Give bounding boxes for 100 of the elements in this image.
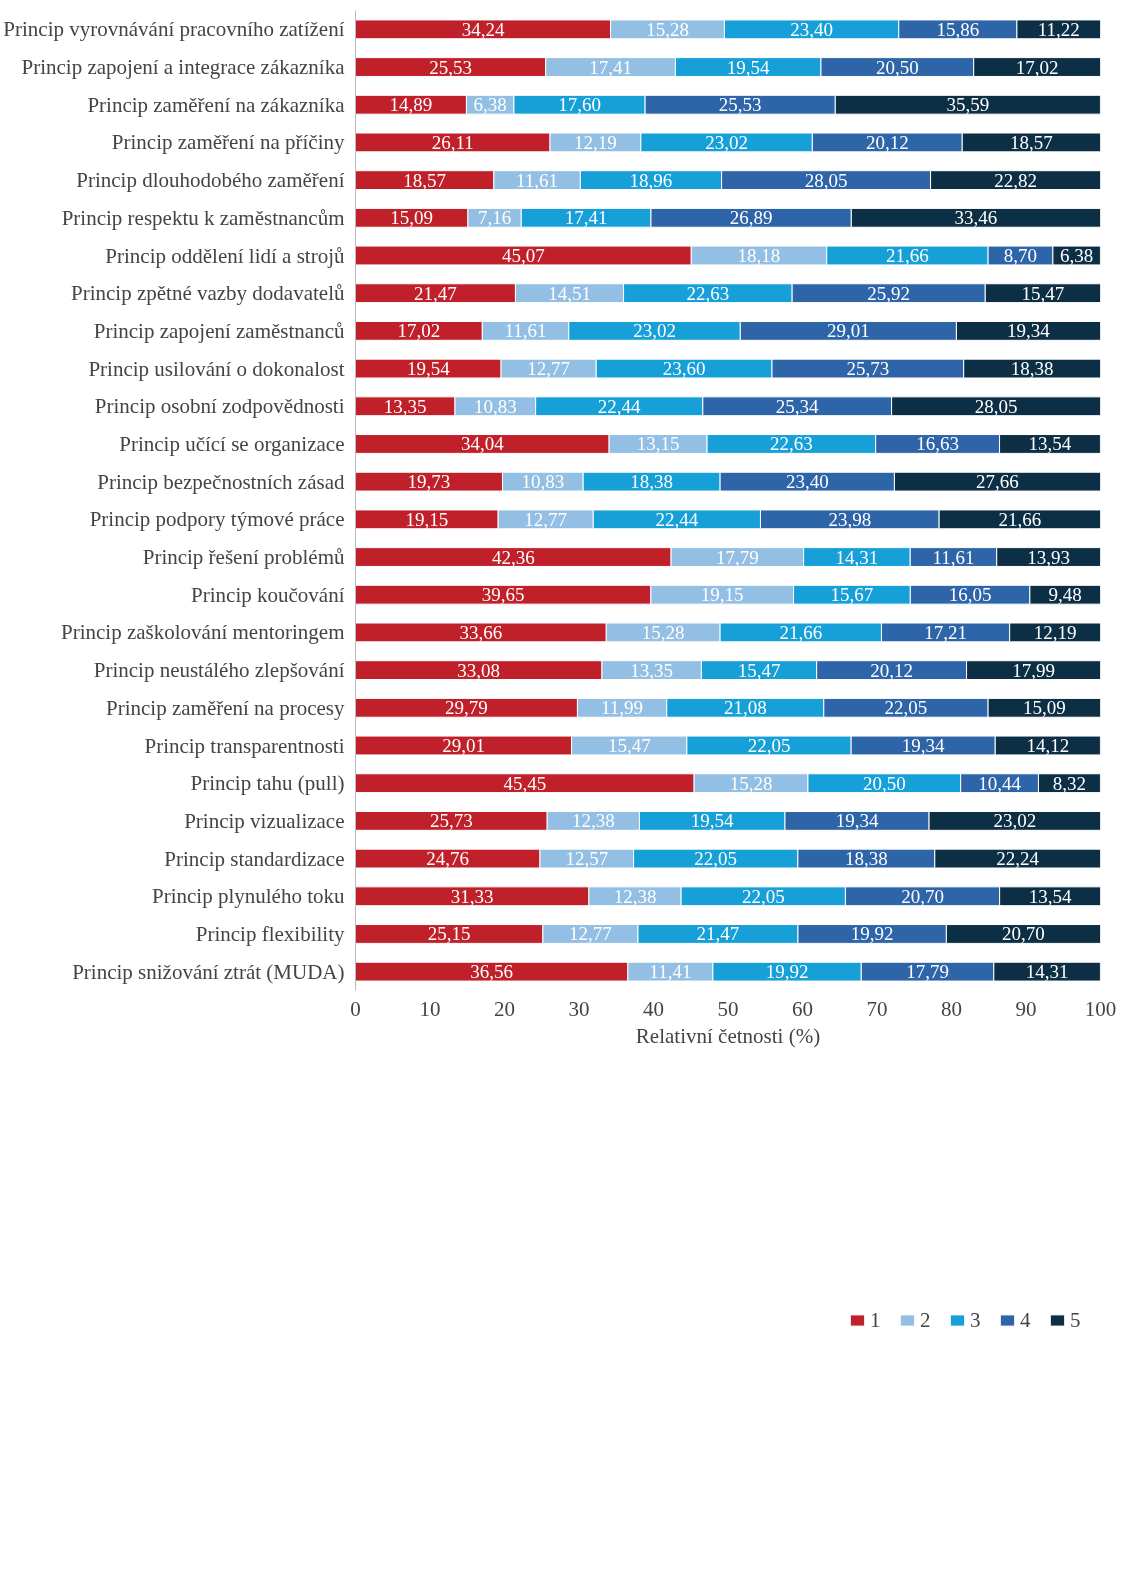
y-tick-label: Princip usilování o dokonalost bbox=[88, 356, 345, 381]
data-label: 19,92 bbox=[765, 961, 809, 983]
data-label: 19,34 bbox=[1007, 320, 1051, 342]
data-label: 22,05 bbox=[747, 735, 791, 756]
data-label: 20,70 bbox=[901, 885, 944, 907]
data-label: 35,59 bbox=[946, 94, 990, 116]
data-label: 23,40 bbox=[790, 18, 833, 40]
data-label: 21,66 bbox=[886, 245, 929, 266]
y-tick-label: Princip neustálého zlepšování bbox=[93, 658, 345, 683]
data-label: 13,54 bbox=[1028, 885, 1072, 907]
data-label: 15,09 bbox=[390, 207, 434, 229]
data-label: 14,31 bbox=[1025, 961, 1069, 983]
data-label: 22,44 bbox=[597, 395, 642, 417]
data-label: 18,38 bbox=[1010, 358, 1054, 380]
data-label: 20,70 bbox=[1002, 923, 1045, 945]
data-label: 12,77 bbox=[569, 923, 612, 945]
data-label: 10,83 bbox=[473, 395, 517, 417]
data-label: 23,02 bbox=[633, 320, 676, 342]
data-label: 10,44 bbox=[978, 772, 1022, 794]
data-label: 34,24 bbox=[461, 18, 505, 40]
data-label: 22,82 bbox=[994, 169, 1037, 191]
data-label: 23,40 bbox=[785, 471, 829, 493]
data-label: 17,79 bbox=[715, 546, 759, 568]
data-label: 12,19 bbox=[574, 131, 617, 153]
data-label: 22,63 bbox=[769, 433, 813, 455]
y-tick-label: Princip zapojení a integrace zákazníka bbox=[21, 55, 346, 80]
data-label: 22,05 bbox=[884, 697, 928, 719]
data-label: 39,65 bbox=[481, 584, 525, 606]
y-tick-label: Princip vizualizace bbox=[184, 808, 345, 833]
data-label: 15,47 bbox=[607, 735, 651, 756]
x-tick-label: 40 bbox=[643, 996, 664, 1021]
y-tick-label: Princip zpětné vazby dodavatelů bbox=[71, 281, 345, 306]
data-label: 17,41 bbox=[589, 56, 632, 78]
y-tick-label: Princip zaměření na procesy bbox=[106, 695, 345, 720]
data-label: 11,22 bbox=[1037, 18, 1080, 40]
data-label: 15,47 bbox=[1021, 282, 1065, 304]
data-label: 11,99 bbox=[601, 697, 644, 719]
data-label: 12,38 bbox=[613, 885, 657, 907]
data-label: 45,07 bbox=[502, 245, 545, 266]
x-tick-label: 10 bbox=[419, 996, 441, 1021]
data-label: 17,41 bbox=[564, 207, 608, 229]
data-label: 14,12 bbox=[1026, 735, 1070, 756]
data-label: 14,31 bbox=[835, 546, 879, 568]
data-label: 7,16 bbox=[477, 207, 512, 229]
data-label: 19,15 bbox=[405, 508, 449, 530]
data-label: 9,48 bbox=[1048, 584, 1082, 606]
data-label: 15,67 bbox=[830, 584, 874, 606]
data-label: 23,02 bbox=[705, 131, 748, 153]
y-tick-label: Princip respektu k zaměstnancům bbox=[61, 205, 345, 230]
data-label: 22,63 bbox=[686, 282, 730, 304]
data-label: 17,99 bbox=[1012, 659, 1055, 681]
data-label: 26,89 bbox=[729, 207, 773, 229]
data-label: 12,77 bbox=[527, 358, 571, 380]
y-tick-label: Princip vyrovnávání pracovního zatížení bbox=[3, 17, 345, 42]
data-label: 36,56 bbox=[470, 961, 514, 983]
data-label: 11,61 bbox=[516, 169, 559, 191]
data-label: 19,73 bbox=[407, 471, 451, 493]
data-label: 19,54 bbox=[406, 358, 451, 380]
data-label: 34,04 bbox=[460, 433, 505, 455]
y-tick-label: Princip oddělení lidí a strojů bbox=[105, 243, 345, 268]
data-label: 20,12 bbox=[870, 659, 913, 681]
data-label: 25,53 bbox=[718, 94, 762, 116]
legend-label: 1 bbox=[870, 1307, 882, 1333]
x-tick-label: 70 bbox=[866, 996, 888, 1021]
data-label: 10,83 bbox=[521, 471, 565, 493]
data-label: 11,41 bbox=[649, 961, 692, 983]
data-label: 21,66 bbox=[779, 621, 823, 643]
data-label: 19,54 bbox=[726, 56, 771, 78]
data-label: 11,61 bbox=[504, 320, 547, 342]
data-label: 19,54 bbox=[690, 810, 735, 832]
data-label: 15,28 bbox=[641, 621, 685, 643]
data-label: 16,05 bbox=[948, 584, 992, 606]
data-label: 21,66 bbox=[998, 508, 1042, 530]
data-label: 19,15 bbox=[700, 584, 744, 606]
x-tick-label: 90 bbox=[1015, 996, 1037, 1021]
data-label: 25,34 bbox=[775, 395, 820, 417]
data-label: 20,50 bbox=[875, 56, 919, 78]
y-tick-label: Princip tahu (pull) bbox=[190, 771, 345, 796]
data-label: 22,05 bbox=[694, 848, 738, 870]
data-label: 19,34 bbox=[835, 810, 879, 832]
y-tick-label: Princip standardizace bbox=[164, 846, 345, 871]
data-label: 15,86 bbox=[936, 18, 980, 40]
data-label: 33,66 bbox=[459, 621, 503, 643]
data-label: 25,92 bbox=[867, 282, 911, 304]
data-label: 18,57 bbox=[403, 169, 447, 191]
data-label: 18,38 bbox=[630, 471, 674, 493]
data-label: 18,38 bbox=[844, 848, 888, 870]
data-label: 13,93 bbox=[1027, 546, 1070, 568]
x-tick-label: 20 bbox=[494, 996, 515, 1021]
data-label: 13,35 bbox=[630, 659, 674, 681]
data-label: 14,51 bbox=[548, 282, 591, 304]
data-label: 21,47 bbox=[414, 282, 457, 304]
legend-label: 3 bbox=[970, 1307, 982, 1333]
x-tick-label: 100 bbox=[1084, 996, 1117, 1021]
data-label: 18,96 bbox=[629, 169, 673, 191]
data-label: 8,32 bbox=[1052, 772, 1087, 794]
x-tick-label: 30 bbox=[568, 996, 590, 1021]
data-label: 17,21 bbox=[924, 621, 967, 643]
data-label: 33,46 bbox=[954, 207, 998, 229]
data-label: 12,77 bbox=[524, 508, 568, 530]
